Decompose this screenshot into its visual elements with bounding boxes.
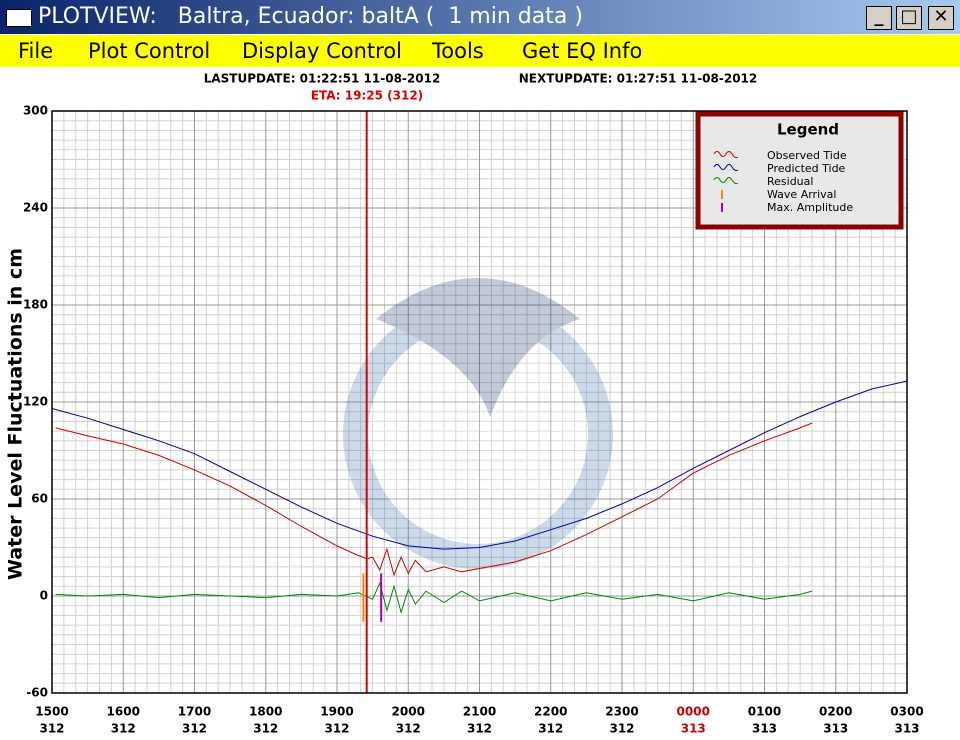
minimize-button[interactable]: _ [866, 6, 892, 30]
menu-bar: File Plot Control Display Control Tools … [0, 35, 960, 67]
legend-swatch [713, 164, 739, 172]
x-tick-label: 2000 [392, 705, 425, 719]
legend-swatch [713, 177, 739, 185]
x-tick-label: 1900 [320, 705, 353, 719]
x-tick-label: 1500 [35, 705, 68, 719]
x-tick-label: 0100 [748, 705, 781, 719]
x-tick-day: 312 [396, 722, 421, 736]
x-tick-day: 312 [111, 722, 136, 736]
x-tick-day: 313 [823, 722, 848, 736]
x-tick-label: 2100 [463, 705, 496, 719]
maximize-button[interactable]: □ [896, 6, 922, 30]
y-tick-label: -60 [26, 686, 48, 700]
legend-label: Observed Tide [767, 149, 847, 162]
menu-item[interactable]: Tools [432, 39, 484, 63]
x-tick-day: 313 [752, 722, 777, 736]
menu-item[interactable]: File [18, 39, 54, 63]
last-update: LASTUPDATE: 01:22:51 11-08-2012 [204, 72, 441, 86]
y-tick-label: 240 [23, 201, 48, 215]
legend-label: Residual [767, 175, 813, 188]
legend-swatch [713, 151, 739, 159]
x-tick-day: 312 [467, 722, 492, 736]
x-tick-label: 2200 [534, 705, 567, 719]
x-tick-label: 1700 [178, 705, 211, 719]
x-tick-label: 0300 [890, 705, 923, 719]
x-tick-day: 313 [894, 722, 919, 736]
x-tick-day: 312 [609, 722, 634, 736]
window-title: PLOTVIEW: Baltra, Ecuador: baltA ( 1 min… [38, 4, 583, 29]
chart: LASTUPDATE: 01:22:51 11-08-2012 NEXTUPDA… [5, 72, 924, 736]
title-bar: PLOTVIEW: Baltra, Ecuador: baltA ( 1 min… [0, 0, 960, 34]
x-tick-day: 312 [253, 722, 278, 736]
x-tick-label: 2300 [605, 705, 638, 719]
x-tick-label: 1600 [107, 705, 140, 719]
series-line [51, 380, 908, 550]
y-tick-label: 0 [40, 589, 48, 603]
watermark [343, 278, 613, 569]
y-tick-label: 300 [23, 104, 48, 118]
y-axis-label: Water Level Fluctuations in cm [5, 248, 27, 580]
x-tick-label: 0200 [819, 705, 852, 719]
x-tick-label: 1800 [249, 705, 282, 719]
y-tick-label: 60 [31, 492, 48, 506]
y-tick-label: 120 [23, 395, 48, 409]
y-tick-label: 180 [23, 298, 48, 312]
x-tick-day: 312 [182, 722, 207, 736]
x-tick-label: 0000 [677, 705, 710, 719]
x-tick-day: 312 [324, 722, 349, 736]
x-tick-day: 312 [39, 722, 64, 736]
legend-label: Predicted Tide [767, 162, 846, 175]
legend-box [695, 111, 904, 230]
x-tick-day: 312 [538, 722, 563, 736]
window-icon [6, 9, 32, 27]
eta-label: ETA: 19:25 (312) [311, 89, 423, 103]
menu-item[interactable]: Plot Control [88, 39, 211, 63]
menu-item[interactable]: Get EQ Info [522, 39, 643, 63]
plot-frame [51, 110, 908, 694]
close-button[interactable]: ✕ [928, 6, 954, 30]
menu-item[interactable]: Display Control [242, 39, 402, 63]
x-tick-day: 313 [681, 722, 706, 736]
series-line [55, 422, 813, 577]
series-line [55, 581, 813, 614]
legend-title: Legend [777, 121, 839, 139]
legend-label: Max. Amplitude [767, 201, 853, 214]
next-update: NEXTUPDATE: 01:27:51 11-08-2012 [519, 72, 758, 86]
legend-label: Wave Arrival [767, 188, 836, 201]
